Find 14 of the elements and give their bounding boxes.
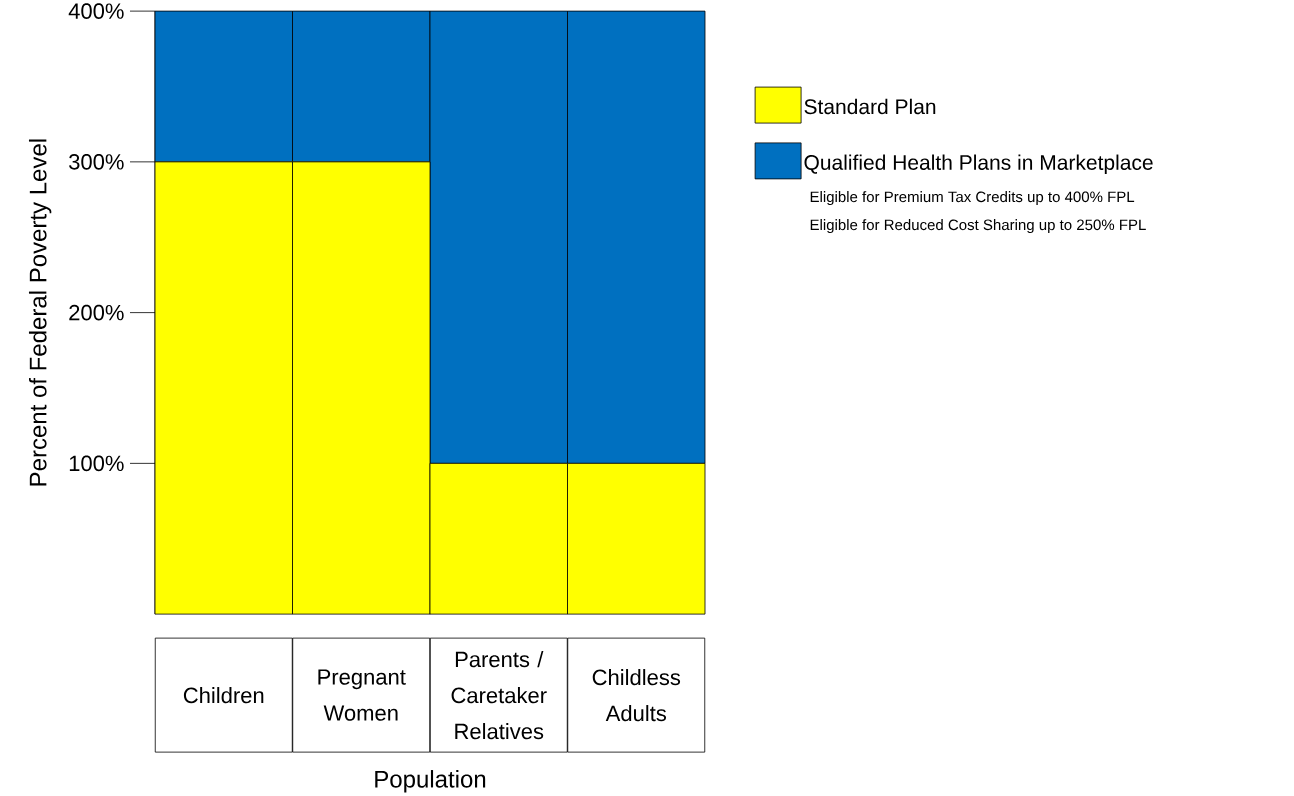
text: Eligible for Premium Tax Credits up to 400% FPL — [810, 191, 1135, 206]
y-tick-label: 200% — [69, 304, 124, 321]
x-tick-label: Pregnant Women — [318, 669, 406, 721]
x-axis-title: Population — [375, 770, 486, 793]
y-tick-label: 100% — [69, 455, 124, 472]
y-tick-label: 300% — [69, 154, 124, 170]
y-axis-title: Percent of Federal Poverty Level — [28, 139, 52, 486]
x-tick-label: Childless Adults — [592, 669, 681, 722]
legend-label: Standard Plan — [804, 98, 936, 115]
text: Eligible for Reduced Cost Sharing up to 250% FPL — [810, 219, 1146, 234]
legend-label: Qualified Health Plans in Marketplace — [804, 154, 1153, 175]
x-tick-label: Parents / Caretaker Relatives — [451, 651, 547, 740]
y-tick-label: 400% — [68, 3, 124, 20]
x-tick-label: Children — [183, 687, 264, 704]
